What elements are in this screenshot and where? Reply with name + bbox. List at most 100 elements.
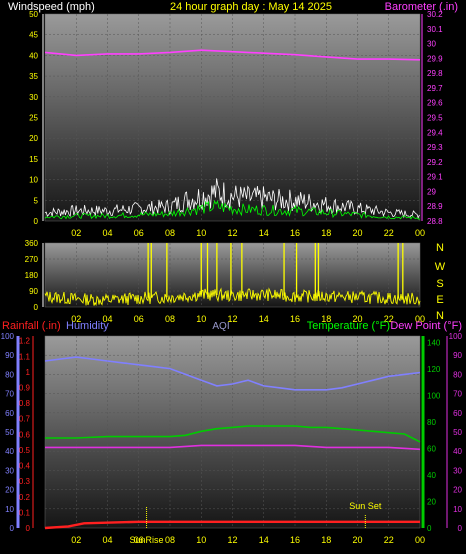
wind-tick-45: 45 bbox=[29, 31, 38, 40]
compass-n-top: N bbox=[436, 242, 444, 254]
temp-tick-0: 0 bbox=[427, 524, 432, 533]
p3-xtick-18-8: 18 bbox=[321, 535, 331, 545]
humidity-tick-90: 90 bbox=[5, 351, 14, 360]
aqi-axis-title: AQI bbox=[212, 321, 229, 332]
wind-average-line bbox=[44, 199, 421, 220]
rain-tick-0.1: 0.1 bbox=[19, 508, 31, 517]
temp-tick-80: 80 bbox=[427, 418, 436, 427]
temp-line bbox=[45, 425, 421, 443]
dew-tick-70: 70 bbox=[453, 390, 462, 399]
temp-tick-40: 40 bbox=[427, 471, 436, 480]
dew-tick-80: 80 bbox=[453, 370, 462, 379]
p2-xtick-12-5: 12 bbox=[227, 314, 237, 324]
rain-tick-1.2: 1.2 bbox=[19, 337, 31, 346]
temp-tick-100: 100 bbox=[427, 392, 441, 401]
rain-tick-0.7: 0.7 bbox=[19, 415, 31, 424]
barometer-line bbox=[44, 49, 421, 61]
p2-xtick-16-7: 16 bbox=[290, 314, 300, 324]
p1-xtick-22-10: 22 bbox=[384, 228, 394, 238]
rain-tick-0: 0 bbox=[26, 524, 31, 533]
humidity-axis-title: Humidity bbox=[66, 320, 109, 332]
rain-tick-0.8: 0.8 bbox=[19, 399, 31, 408]
sunset-label: Sun Set bbox=[349, 501, 382, 511]
rain-tick-0.9: 0.9 bbox=[19, 384, 31, 393]
baro-tick-30: 30 bbox=[427, 40, 436, 49]
baro-tick-28.9: 28.9 bbox=[427, 202, 443, 211]
dir-tick-180: 180 bbox=[25, 271, 39, 280]
p1-xtick-00-11: 00 bbox=[415, 228, 425, 238]
dew-tick-20: 20 bbox=[453, 486, 462, 495]
p3-xtick-16-7: 16 bbox=[290, 535, 300, 545]
compass-e: E bbox=[436, 294, 443, 306]
p2-xtick-04-1: 04 bbox=[102, 314, 112, 324]
p3-xtick-02-0: 02 bbox=[71, 535, 81, 545]
dew-tick-30: 30 bbox=[453, 466, 462, 475]
dew-tick-90: 90 bbox=[453, 351, 462, 360]
p3-xtick-14-6: 14 bbox=[259, 535, 269, 545]
rainfall-axis-title: Rainfall (.in) bbox=[2, 320, 61, 332]
p1-xtick-04-1: 04 bbox=[102, 228, 112, 238]
p2-xtick-20-9: 20 bbox=[352, 314, 362, 324]
dew-tick-60: 60 bbox=[453, 409, 462, 418]
p1-xtick-06-2: 06 bbox=[134, 228, 144, 238]
rain-tick-0.2: 0.2 bbox=[19, 493, 31, 502]
direction-plot bbox=[44, 243, 421, 307]
humidity-tick-40: 40 bbox=[5, 447, 14, 456]
wind-tick-10: 10 bbox=[29, 176, 38, 185]
p1-xtick-18-8: 18 bbox=[321, 228, 331, 238]
dir-tick-90: 90 bbox=[29, 287, 38, 296]
rain-tick-0.4: 0.4 bbox=[19, 462, 31, 471]
axes-layer: 0510152025303540455028.828.92929.129.229… bbox=[1, 10, 463, 545]
humidity-tick-60: 60 bbox=[5, 409, 14, 418]
p3-xtick-12-5: 12 bbox=[227, 535, 237, 545]
dew-tick-100: 100 bbox=[449, 332, 463, 341]
humidity-tick-70: 70 bbox=[5, 390, 14, 399]
baro-tick-30.2: 30.2 bbox=[427, 10, 443, 19]
dew-tick-0: 0 bbox=[458, 524, 463, 533]
baro-tick-29.9: 29.9 bbox=[427, 54, 443, 63]
dew-tick-40: 40 bbox=[453, 447, 462, 456]
baro-tick-29.5: 29.5 bbox=[427, 114, 443, 123]
rain-tick-0.3: 0.3 bbox=[19, 477, 31, 486]
p1-xtick-12-5: 12 bbox=[227, 228, 237, 238]
humidity-tick-30: 30 bbox=[5, 466, 14, 475]
p3-xtick-08-3: 08 bbox=[165, 535, 175, 545]
baro-tick-30.1: 30.1 bbox=[427, 25, 443, 34]
dew-tick-50: 50 bbox=[453, 428, 462, 437]
p2-xtick-00-11: 00 bbox=[415, 314, 425, 324]
temp-tick-20: 20 bbox=[427, 498, 436, 507]
sunrise-label: SunRise bbox=[130, 535, 164, 545]
wind-tick-40: 40 bbox=[29, 51, 38, 60]
baro-tick-28.8: 28.8 bbox=[427, 217, 443, 226]
p2-xtick-02-0: 02 bbox=[71, 314, 81, 324]
p1-xtick-10-4: 10 bbox=[196, 228, 206, 238]
p1-xtick-20-9: 20 bbox=[352, 228, 362, 238]
baro-tick-29.7: 29.7 bbox=[427, 84, 443, 93]
baro-tick-29: 29 bbox=[427, 187, 436, 196]
wind-direction-line bbox=[44, 287, 421, 307]
compass-s: S bbox=[436, 278, 443, 290]
baro-tick-29.1: 29.1 bbox=[427, 173, 443, 182]
p3-xtick-20-9: 20 bbox=[352, 535, 362, 545]
temperature-plot bbox=[44, 356, 421, 530]
p2-xtick-22-10: 22 bbox=[384, 314, 394, 324]
humidity-tick-100: 100 bbox=[1, 332, 15, 341]
windspeed-axis-title: Windspeed (mph) bbox=[8, 1, 95, 13]
p1-xtick-16-7: 16 bbox=[290, 228, 300, 238]
baro-tick-29.6: 29.6 bbox=[427, 99, 443, 108]
barometer-axis-title: Barometer (.in) bbox=[385, 1, 458, 13]
p1-xtick-14-6: 14 bbox=[259, 228, 269, 238]
rain-tick-1: 1 bbox=[26, 368, 31, 377]
p2-xtick-14-6: 14 bbox=[259, 314, 269, 324]
p3-xtick-10-4: 10 bbox=[196, 535, 206, 545]
humidity-line bbox=[44, 356, 421, 391]
wind-tick-20: 20 bbox=[29, 134, 38, 143]
wind-tick-35: 35 bbox=[29, 72, 38, 81]
p3-xtick-00-11: 00 bbox=[415, 535, 425, 545]
rain-tick-1.1: 1.1 bbox=[19, 352, 31, 361]
baro-tick-29.4: 29.4 bbox=[427, 128, 443, 137]
dir-tick-360: 360 bbox=[25, 239, 39, 248]
humidity-tick-0: 0 bbox=[10, 524, 15, 533]
wind-tick-30: 30 bbox=[29, 93, 38, 102]
